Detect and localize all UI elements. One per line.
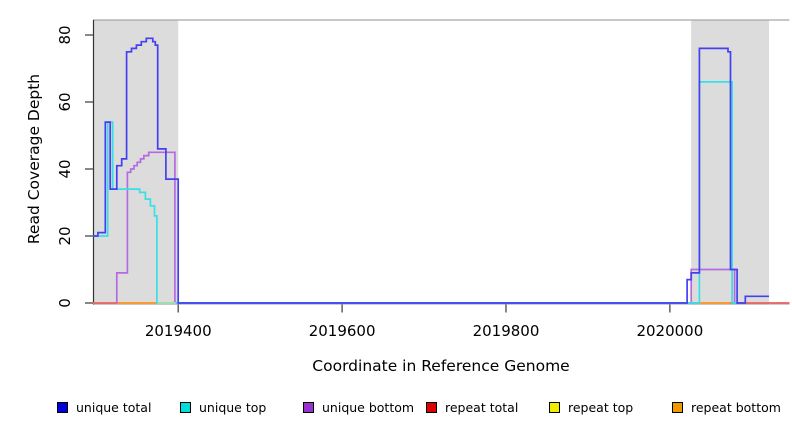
- x-tick-label: 2019600: [308, 322, 376, 340]
- legend-label: repeat top: [568, 399, 634, 415]
- y-tick-label: 20: [56, 226, 74, 246]
- y-tick-label: 60: [56, 92, 74, 112]
- legend-swatch-unique-bottom: [303, 401, 314, 413]
- legend-swatch-repeat-top: [549, 401, 560, 413]
- y-tick-label: 0: [56, 298, 74, 308]
- y-axis-title: Read Coverage Depth: [25, 73, 43, 245]
- legend-item-repeat-top: repeat top: [549, 399, 633, 415]
- x-tick-label: 2019800: [472, 322, 540, 340]
- series-unique-bottom: [115, 151, 738, 304]
- x-axis-title: Coordinate in Reference Genome: [312, 357, 570, 375]
- legend-swatch-unique-total: [57, 401, 68, 413]
- legend-item-repeat-bottom: repeat bottom: [672, 399, 781, 415]
- y-tick-label: 80: [56, 25, 74, 45]
- legend-item-unique-bottom: unique bottom: [303, 399, 414, 415]
- series-unique-total: [93, 37, 769, 304]
- series-unique-top: [93, 81, 738, 304]
- legend-item-repeat-total: repeat total: [426, 399, 518, 415]
- legend-swatch-unique-top: [180, 401, 191, 413]
- legend-swatch-repeat-total: [426, 401, 437, 413]
- legend-item-unique-top: unique top: [180, 399, 266, 415]
- legend-swatch-repeat-bottom: [672, 401, 683, 413]
- legend-label: repeat bottom: [691, 399, 781, 415]
- legend-label: unique top: [199, 399, 267, 415]
- legend-item-unique-total: unique total: [57, 399, 151, 415]
- x-tick-label: 2020000: [636, 322, 704, 340]
- legend-label: repeat total: [445, 399, 519, 415]
- y-tick-label: 40: [56, 159, 74, 179]
- legend-label: unique total: [76, 399, 152, 415]
- legend-label: unique bottom: [322, 399, 415, 415]
- x-tick-label: 2019400: [144, 322, 212, 340]
